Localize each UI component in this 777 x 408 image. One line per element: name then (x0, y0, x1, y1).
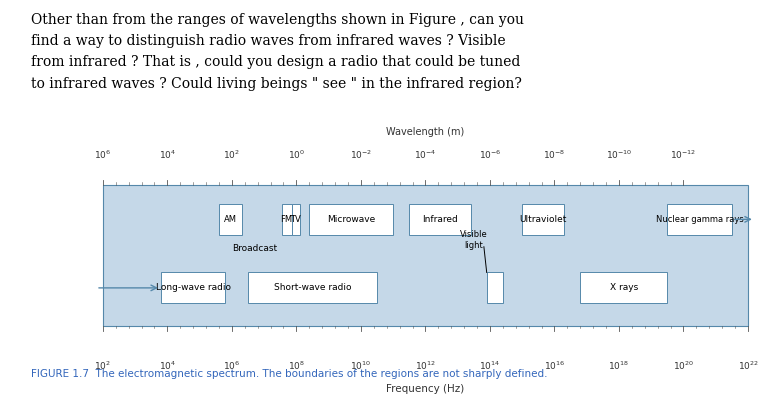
Text: FM: FM (280, 215, 293, 224)
Bar (248, 273, 377, 303)
Text: Infrared: Infrared (422, 215, 458, 224)
Bar (161, 273, 225, 303)
Text: $10^{20}$: $10^{20}$ (673, 360, 694, 372)
Text: $10^{-12}$: $10^{-12}$ (671, 149, 697, 161)
Bar (409, 204, 471, 235)
Text: FIGURE 1.7  The electromagnetic spectrum. The boundaries of the regions are not : FIGURE 1.7 The electromagnetic spectrum.… (30, 369, 547, 379)
Bar (580, 273, 667, 303)
Text: Other than from the ranges of wavelengths shown in Figure , can you
find a way t: Other than from the ranges of wavelength… (30, 13, 524, 91)
Text: TV: TV (290, 215, 301, 224)
Text: $10^{4}$: $10^{4}$ (159, 149, 176, 161)
Bar (667, 204, 732, 235)
Text: $10^{-4}$: $10^{-4}$ (414, 149, 437, 161)
Text: Frequency (Hz): Frequency (Hz) (386, 384, 465, 394)
Text: $10^{-2}$: $10^{-2}$ (350, 149, 372, 161)
Text: $10^{-6}$: $10^{-6}$ (479, 149, 501, 161)
Text: Broadcast: Broadcast (232, 244, 277, 253)
Text: $10^{12}$: $10^{12}$ (415, 360, 436, 372)
Text: $10^{18}$: $10^{18}$ (608, 360, 629, 372)
Text: $10^{8}$: $10^{8}$ (287, 360, 305, 372)
Bar (103, 185, 748, 326)
Text: $10^{6}$: $10^{6}$ (223, 360, 240, 372)
Bar (522, 204, 564, 235)
Text: Visible
light: Visible light (460, 230, 488, 250)
Text: $10^{16}$: $10^{16}$ (544, 360, 565, 372)
Text: $10^{-8}$: $10^{-8}$ (543, 149, 566, 161)
Text: Long-wave radio: Long-wave radio (155, 284, 231, 293)
Text: AM: AM (224, 215, 237, 224)
Text: $10^{14}$: $10^{14}$ (479, 360, 500, 372)
Text: $10^{-10}$: $10^{-10}$ (606, 149, 632, 161)
Text: Wavelength (m): Wavelength (m) (386, 127, 465, 137)
Bar (291, 204, 300, 235)
Text: $10^{10}$: $10^{10}$ (350, 360, 371, 372)
Bar (486, 273, 503, 303)
Text: Ultraviolet: Ultraviolet (520, 215, 567, 224)
Text: Nuclear gamma rays: Nuclear gamma rays (656, 215, 744, 224)
Text: $10^{2}$: $10^{2}$ (94, 360, 111, 372)
Text: $10^{0}$: $10^{0}$ (287, 149, 305, 161)
Text: $10^{6}$: $10^{6}$ (94, 149, 111, 161)
Bar (219, 204, 242, 235)
Text: Microwave: Microwave (327, 215, 375, 224)
Text: $10^{2}$: $10^{2}$ (223, 149, 240, 161)
Bar (309, 204, 393, 235)
Text: X rays: X rays (610, 284, 638, 293)
Text: $10^{22}$: $10^{22}$ (737, 360, 758, 372)
Text: $10^{4}$: $10^{4}$ (159, 360, 176, 372)
Bar (282, 204, 291, 235)
Text: Short-wave radio: Short-wave radio (274, 284, 351, 293)
